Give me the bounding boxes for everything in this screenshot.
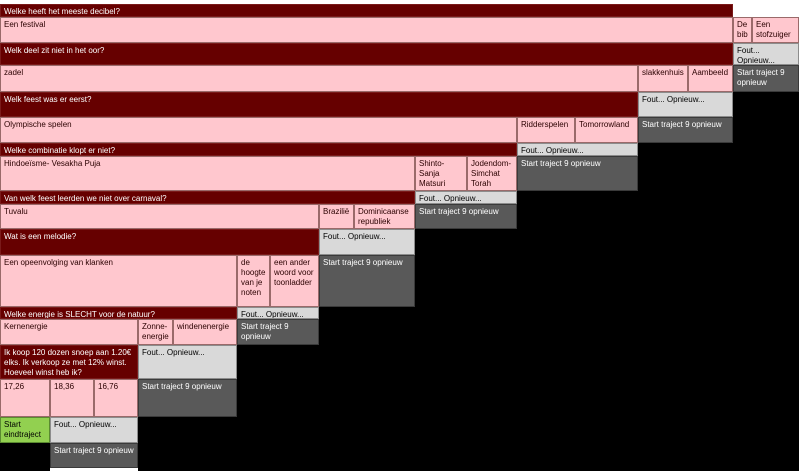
restart-button[interactable]: Start traject 9 opnieuw — [319, 255, 415, 307]
answer-option[interactable]: Hindoeïsme- Vesakha Puja — [0, 156, 415, 191]
background-block — [0, 443, 50, 471]
question-bar: Welke combinatie klopt er niet? — [0, 143, 517, 156]
restart-button[interactable]: Start traject 9 opnieuw — [638, 117, 733, 143]
answer-option[interactable]: Tomorrowland — [575, 117, 638, 143]
wrong-answer-box: Fout... Opnieuw... — [319, 229, 415, 255]
restart-button[interactable]: Start traject 9 opnieuw — [733, 65, 799, 92]
question-bar: Welke heeft het meeste decibel? — [0, 4, 733, 17]
question-bar: Welk feest was er eerst? — [0, 92, 638, 117]
wrong-answer-box: Fout... Opnieuw... — [517, 143, 638, 156]
wrong-answer-box: Fout... Opnieuw... — [50, 417, 138, 443]
restart-button[interactable]: Start traject 9 opnieuw — [50, 443, 138, 468]
answer-option[interactable]: Shinto- Sanja Matsuri — [415, 156, 467, 191]
background-block — [237, 345, 319, 471]
wrong-answer-box: Fout... Opnieuw... — [733, 43, 799, 65]
answer-option[interactable]: Ridderspelen — [517, 117, 575, 143]
background-block — [415, 229, 517, 471]
background-block — [517, 191, 638, 471]
answer-option[interactable]: 18,36 — [50, 379, 94, 417]
question-bar: Ik koop 120 dozen snoep aan 1.20€ elks. … — [0, 345, 138, 379]
question-bar: Van welk feest leerden we niet over carn… — [0, 191, 415, 204]
answer-option[interactable]: Jodendom- Simchat Torah — [467, 156, 517, 191]
background-block — [638, 143, 733, 471]
restart-button[interactable]: Start traject 9 opnieuw — [415, 204, 517, 229]
answer-option[interactable]: Een festival — [0, 17, 733, 43]
background-block — [319, 307, 415, 471]
question-bar: Welke energie is SLECHT voor de natuur? — [0, 307, 237, 319]
answer-option[interactable]: Kernenergie — [0, 319, 138, 345]
answer-option[interactable]: Dominicaanse republiek — [354, 204, 415, 229]
restart-button[interactable]: Start traject 9 opnieuw — [237, 319, 319, 345]
answer-option[interactable]: 17,26 — [0, 379, 50, 417]
answer-option[interactable]: een ander woord voor toonladder — [270, 255, 319, 307]
answer-option[interactable]: slakkenhuis — [638, 65, 688, 92]
answer-option[interactable]: Een opeenvolging van klanken — [0, 255, 237, 307]
answer-option[interactable]: 16,76 — [94, 379, 138, 417]
answer-option[interactable]: Olympische spelen — [0, 117, 517, 143]
wrong-answer-box: Fout... Opnieuw... — [415, 191, 517, 204]
question-bar: Wat is een melodie? — [0, 229, 319, 255]
answer-option[interactable]: De bib — [733, 17, 752, 43]
question-bar: Welk deel zit niet in het oor? — [0, 43, 733, 65]
restart-button[interactable]: Start traject 9 opnieuw — [138, 379, 237, 417]
wrong-answer-box: Fout... Opnieuw... — [638, 92, 733, 117]
answer-option[interactable]: Een stofzuiger — [752, 17, 799, 43]
wrong-answer-box: Fout... Opnieuw... — [237, 307, 319, 319]
answer-option[interactable]: Tuvalu — [0, 204, 319, 229]
restart-button[interactable]: Start traject 9 opnieuw — [517, 156, 638, 191]
answer-option[interactable]: Aambeeld — [688, 65, 733, 92]
wrong-answer-box: Fout... Opnieuw... — [138, 345, 237, 379]
background-block — [138, 417, 237, 471]
answer-option[interactable]: de hoogte van je noten — [237, 255, 270, 307]
start-final-button[interactable]: Start eindtraject — [0, 417, 50, 443]
answer-option[interactable]: Brazilië — [319, 204, 354, 229]
answer-option[interactable]: zadel — [0, 65, 638, 92]
background-block — [733, 92, 799, 471]
answer-option[interactable]: Zonne-energie — [138, 319, 173, 345]
answer-option[interactable]: windenenergie — [173, 319, 237, 345]
